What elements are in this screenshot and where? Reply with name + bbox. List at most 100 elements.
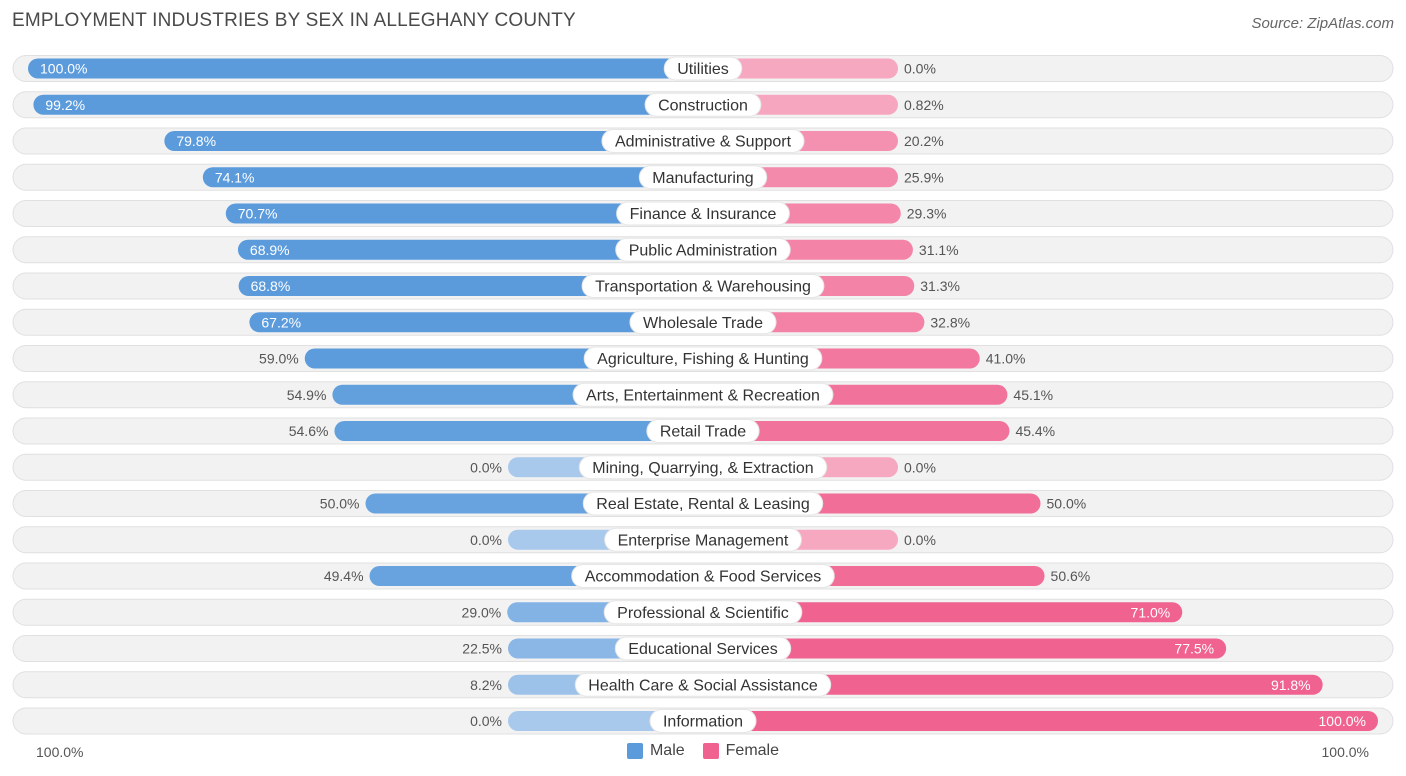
value-label-male: 29.0% [462,604,502,620]
value-label-female: 29.3% [907,206,947,222]
value-label-male: 68.9% [250,242,290,258]
category-label: Public Administration [629,242,778,259]
chart-row: 0.0% 0.0% Enterprise Management [12,526,1394,554]
chart-row: 67.2% 32.8% Wholesale Trade [12,308,1394,336]
category-label-pill [571,564,835,588]
bar-male [334,421,703,441]
value-label-male: 0.0% [470,713,502,729]
value-label-female: 20.2% [904,133,944,149]
legend-label-female: Female [725,742,780,759]
value-label-male: 70.7% [238,206,278,222]
category-label-pill [615,237,791,262]
value-label-male: 67.2% [261,314,301,330]
category-label: Construction [658,97,748,114]
bar-male [202,167,703,188]
category-label: Transportation & Warehousing [595,279,811,296]
value-label-male: 49.4% [324,568,364,584]
bar-male [249,312,703,333]
bar-female [703,674,1323,695]
bar-female [703,58,898,79]
value-label-male: 8.2% [470,677,502,693]
chart-row: 50.0% 50.0% Real Estate, Rental & Leasing [12,490,1394,517]
source-attribution: Source: ZipAtlas.com [1251,15,1394,32]
category-label-pill [614,636,792,661]
category-label-pill [572,382,834,407]
value-label-male: 0.0% [470,532,502,548]
category-label: Information [663,714,743,731]
bar-chart: 100.0% 0.0% Utilities 99.2% 0.82% Constructio… [12,55,1394,735]
chart-row: 100.0% 0.0% Utilities [12,55,1394,82]
chart-row: 22.5% 77.5% Educational Services [12,635,1394,662]
category-label-pill [574,672,832,697]
value-label-female: 31.1% [919,242,959,258]
value-label-female: 31.3% [920,278,960,294]
value-label-female: 45.4% [1015,423,1055,439]
category-label: Manufacturing [652,170,753,187]
legend-item-female: Female [702,742,780,760]
value-label-female: 0.82% [904,97,944,113]
legend-swatch-male [626,743,643,759]
category-label: Arts, Entertainment & Recreation [586,387,820,404]
bar-male [33,94,703,115]
bar-male [225,203,703,224]
chart-row: 74.1% 25.9% Manufacturing [12,163,1394,191]
chart-row: 70.7% 29.3% Finance & Insurance [12,200,1394,227]
chart-row: 8.2% 91.8% Health Care & Social Assistance [12,671,1394,699]
bar-female [703,602,1183,623]
value-label-female: 41.0% [986,351,1026,367]
value-label-male: 54.6% [289,423,329,439]
category-label-pill [604,527,802,552]
value-label-female: 25.9% [904,169,944,185]
chart-row: 29.0% 71.0% Professional & Scientific [12,598,1394,626]
chart-row: 79.8% 20.2% Administrative & Support [12,127,1394,155]
category-label: Accommodation & Food Services [585,569,822,586]
value-label-female: 91.8% [1271,677,1311,693]
chart-title: EMPLOYMENT INDUSTRIES BY SEX IN ALLEGHAN… [12,10,576,31]
value-label-male: 50.0% [320,496,360,512]
category-label: Finance & Insurance [630,206,777,223]
chart-row: 68.8% 31.3% Transportation & Warehousing [12,272,1394,300]
axis-left-label: 100.0% [36,744,84,760]
category-label: Health Care & Social Assistance [588,677,818,694]
value-label-male: 74.1% [215,169,255,185]
value-label-male: 99.2% [45,97,85,113]
legend-label-male: Male [649,742,685,759]
value-label-female: 50.6% [1051,568,1091,584]
category-label-pill [638,165,768,190]
chart-row: 0.0% 100.0% Information [12,707,1394,735]
category-label: Educational Services [628,641,777,658]
category-label: Retail Trade [660,424,746,441]
category-label: Professional & Scientific [617,605,789,622]
value-label-female: 32.8% [930,314,970,330]
chart-row: 54.6% 45.4% Retail Trade [12,417,1394,445]
bar-female [703,711,1378,731]
value-label-female: 50.0% [1047,496,1087,512]
category-label: Real Estate, Rental & Leasing [596,496,809,513]
category-label: Wholesale Trade [643,315,763,332]
category-label-pill [582,491,824,516]
value-label-male: 68.8% [251,278,291,294]
category-label-pill [578,455,828,480]
legend-item-male: Male [626,742,685,760]
value-label-female: 100.0% [1319,713,1366,729]
category-label: Administrative & Support [615,134,792,151]
category-label-pill [616,201,790,226]
value-label-male: 0.0% [470,459,502,475]
bar-female [703,638,1227,659]
category-label-pill [649,709,757,733]
category-label-pill [601,129,805,153]
value-label-male: 100.0% [40,61,87,77]
category-label: Utilities [677,61,729,78]
category-label-pill [583,346,823,371]
category-label-pill [646,419,760,443]
value-label-female: 0.0% [904,459,936,475]
category-label: Agriculture, Fishing & Hunting [597,351,809,368]
value-label-female: 0.0% [904,61,936,77]
chart-row: 0.0% 0.0% Mining, Quarrying, & Extraction [12,453,1394,481]
value-label-male: 54.9% [287,387,327,403]
value-label-female: 77.5% [1174,641,1214,657]
category-label-pill [603,600,803,625]
category-label: Enterprise Management [618,532,789,549]
chart-row: 99.2% 0.82% Construction [12,91,1394,119]
value-label-female: 0.0% [904,532,936,548]
